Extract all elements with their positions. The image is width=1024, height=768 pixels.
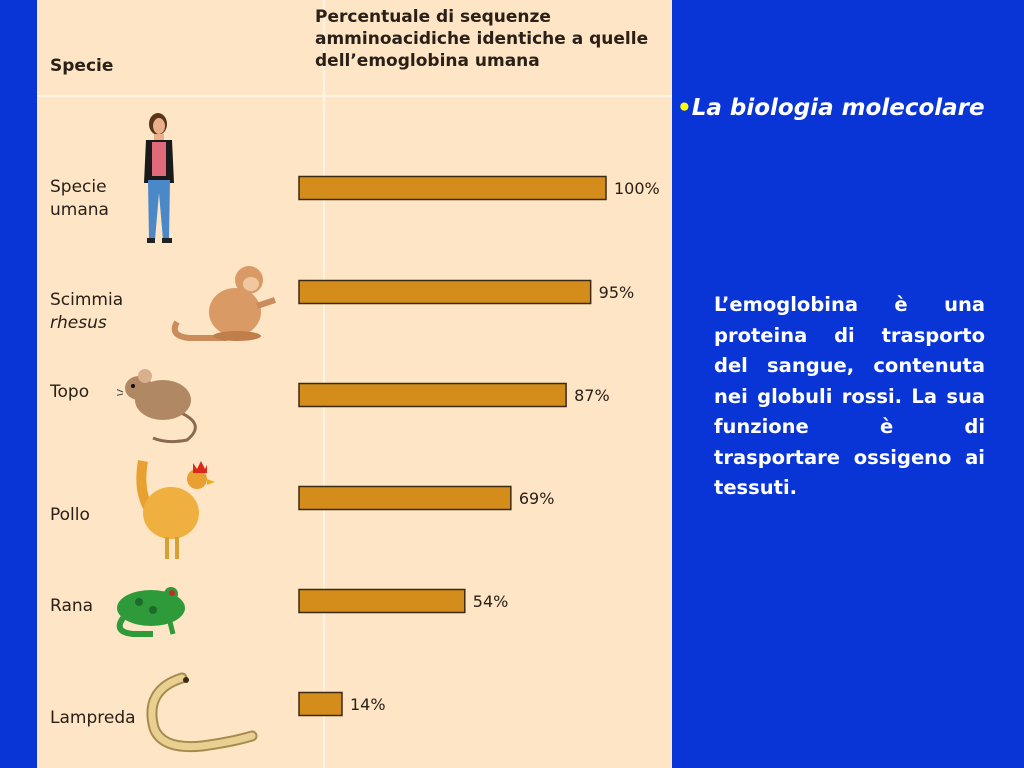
bar-1 <box>298 175 607 201</box>
bar-4 <box>298 485 512 511</box>
species-label-monkey: Scimmia rhesus <box>50 290 124 333</box>
monkey-illustration <box>171 266 276 341</box>
bar-value-label-1: 100% <box>614 179 660 198</box>
percentage-column-header: Percentuale di sequenze amminoacidiche i… <box>315 7 649 71</box>
bar-value-label-5: 54% <box>473 592 509 611</box>
slide-title: •La biologia molecolare <box>677 95 985 121</box>
frog-illustration <box>116 587 185 637</box>
species-label-chicken: Pollo <box>50 505 90 525</box>
human-illustration <box>144 113 174 243</box>
chart-panel: Specie Percentuale di sequenze amminoaci… <box>37 0 672 768</box>
bar-value-label-4: 69% <box>519 489 555 508</box>
bar-2 <box>298 279 592 305</box>
species-label-mouse: Topo <box>50 382 90 402</box>
bar-5 <box>298 588 466 614</box>
slide-title-text: La biologia molecolare <box>691 95 985 121</box>
bullet-icon: • <box>677 95 692 121</box>
description-text: L’emoglobina è una proteina di trasporto… <box>714 293 985 499</box>
mouse-illustration <box>117 369 197 444</box>
bar-value-label-2: 95% <box>599 283 635 302</box>
bar-3 <box>298 382 567 408</box>
species-label-lamprey: Lampreda <box>50 708 136 728</box>
species-label-human: Specie umana <box>50 177 109 220</box>
bar-6 <box>298 691 343 717</box>
species-label-frog: Rana <box>50 596 94 616</box>
lamprey-illustration <box>146 672 258 753</box>
bar-chart: 100% 95% 87% 69% 54% 14% <box>298 175 660 717</box>
bar-value-label-6: 14% <box>350 695 386 714</box>
species-column-header: Specie <box>50 56 114 76</box>
bar-value-label-3: 87% <box>574 386 610 405</box>
header-divider <box>37 95 672 97</box>
chicken-illustration <box>136 460 215 559</box>
